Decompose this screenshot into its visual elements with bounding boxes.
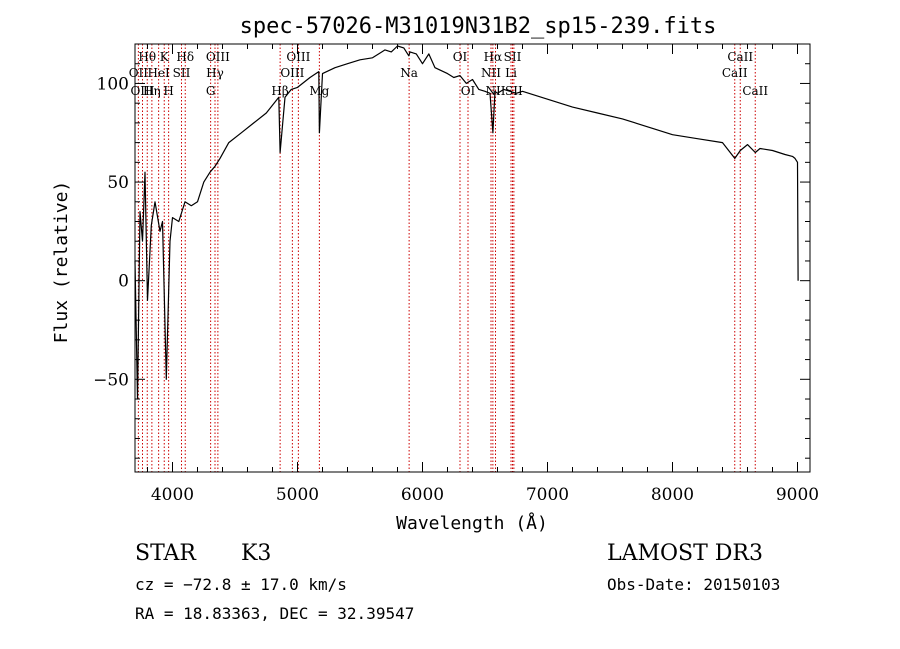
line-label-21: NII [481, 66, 501, 80]
object-class: STAR [135, 541, 197, 566]
plot-frame [134, 43, 811, 473]
object-subclass: K3 [241, 541, 271, 566]
line-label-14: OIII [280, 66, 304, 80]
survey-name: LAMOST DR3 [607, 541, 763, 566]
x-axis-label: Wavelength (Å) [396, 512, 548, 534]
line-label-1: OII [129, 66, 149, 80]
line-label-4: HeI [147, 66, 170, 80]
line-label-25: CaII [727, 50, 753, 64]
line-label-5: Hη [143, 84, 161, 98]
x-tick-label-5: 9000 [776, 485, 819, 505]
line-label-26: CaII [722, 66, 748, 80]
y-tick-label-0: −50 [93, 370, 129, 390]
line-label-9: OIII [206, 50, 230, 64]
line-label-27: CaII [742, 84, 768, 98]
line-label-16: Na [400, 66, 418, 80]
line-label-19: Hα [484, 50, 503, 64]
line-label-22: Li [505, 66, 517, 80]
y-axis: −50 0 50 100 [93, 43, 810, 459]
x-axis: 4000 5000 6000 7000 8000 9000 [147, 44, 819, 505]
line-label-13: OIII [286, 50, 310, 64]
line-label-3: K [160, 50, 170, 64]
redshift-readout: cz = −72.8 ± 17.0 km/s [135, 575, 347, 594]
y-tick-label-3: 100 [97, 74, 129, 94]
line-markers [137, 44, 756, 472]
line-label-6: H [163, 84, 173, 98]
x-tick-label-3: 7000 [526, 485, 569, 505]
obs-date: Obs-Date: 20150103 [607, 575, 780, 594]
x-tick-label-0: 4000 [151, 485, 194, 505]
y-tick-label-1: 0 [118, 272, 129, 292]
line-label-7: Hδ [176, 50, 194, 64]
line-label-24: SII [505, 84, 523, 98]
line-label-11: G [206, 84, 216, 98]
y-axis-label: Flux (relative) [51, 181, 72, 344]
coordinates: RA = 18.83363, DEC = 32.39547 [135, 604, 414, 623]
line-label-12: Hβ [271, 84, 288, 98]
line-label-17: OI [453, 50, 468, 64]
x-tick-label-2: 6000 [401, 485, 444, 505]
spectrum-line [134, 45, 799, 400]
y-tick-label-2: 50 [107, 173, 129, 193]
line-label-0: Hθ [138, 50, 156, 64]
series-group [134, 45, 799, 400]
chart-title: spec-57026-M31019N31B2_sp15-239.fits [240, 14, 717, 39]
line-label-23: NII [486, 84, 506, 98]
line-label-2: OIII [130, 84, 154, 98]
line-label-18: OI [461, 84, 476, 98]
x-tick-label-4: 8000 [651, 485, 694, 505]
x-tick-label-1: 5000 [276, 485, 319, 505]
line-label-10: Hγ [206, 66, 224, 80]
line-label-20: SII [504, 50, 522, 64]
line-label-8: SII [173, 66, 191, 80]
